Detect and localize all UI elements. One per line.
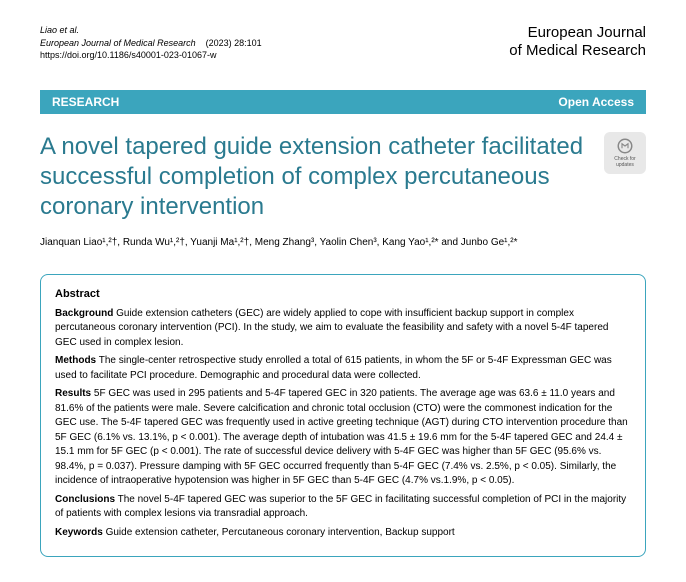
methods-text: The single-center retrospective study en… [55, 355, 612, 381]
conclusions-text: The novel 5-4F tapered GEC was superior … [55, 494, 626, 520]
methods-label: Methods [55, 355, 96, 366]
authors-line: Jianquan Liao¹,²†, Runda Wu¹,²†, Yuanji … [40, 236, 646, 250]
abstract-background: Background Guide extension catheters (GE… [55, 307, 631, 351]
abstract-conclusions: Conclusions The novel 5-4F tapered GEC w… [55, 493, 631, 522]
journal-line2: of Medical Research [509, 42, 646, 60]
article-type-label: RESEARCH [52, 95, 119, 109]
abstract-methods: Methods The single-center retrospective … [55, 354, 631, 383]
citation-journal: European Journal of Medical Research [40, 38, 196, 48]
title-block: Check for updates A novel tapered guide … [40, 132, 646, 222]
citation-block: Liao et al. European Journal of Medical … [40, 24, 262, 62]
journal-line1: European Journal [509, 24, 646, 42]
keywords-label: Keywords [55, 527, 103, 538]
conclusions-label: Conclusions [55, 494, 115, 505]
background-label: Background [55, 308, 113, 319]
open-access-label: Open Access [558, 95, 634, 109]
page-header: Liao et al. European Journal of Medical … [40, 24, 646, 62]
results-label: Results [55, 388, 91, 399]
doi-link[interactable]: https://doi.org/10.1186/s40001-023-01067… [40, 49, 262, 62]
citation-journal-line: European Journal of Medical Research (20… [40, 37, 262, 50]
check-updates-badge[interactable]: Check for updates [604, 132, 646, 174]
abstract-keywords: Keywords Guide extension catheter, Percu… [55, 526, 631, 541]
keywords-text: Guide extension catheter, Percutaneous c… [103, 527, 455, 538]
abstract-box: Abstract Background Guide extension cath… [40, 274, 646, 557]
results-text: 5F GEC was used in 295 patients and 5-4F… [55, 388, 628, 486]
citation-authors: Liao et al. [40, 24, 262, 37]
badge-text2: updates [616, 162, 634, 168]
background-text: Guide extension catheters (GEC) are wide… [55, 308, 608, 348]
check-updates-icon [616, 137, 634, 155]
article-title: A novel tapered guide extension catheter… [40, 132, 646, 222]
abstract-results: Results 5F GEC was used in 295 patients … [55, 387, 631, 489]
abstract-heading: Abstract [55, 287, 631, 303]
journal-logo-text: European Journal of Medical Research [509, 24, 646, 60]
article-type-bar: RESEARCH Open Access [40, 90, 646, 114]
citation-ref: (2023) 28:101 [206, 38, 262, 48]
